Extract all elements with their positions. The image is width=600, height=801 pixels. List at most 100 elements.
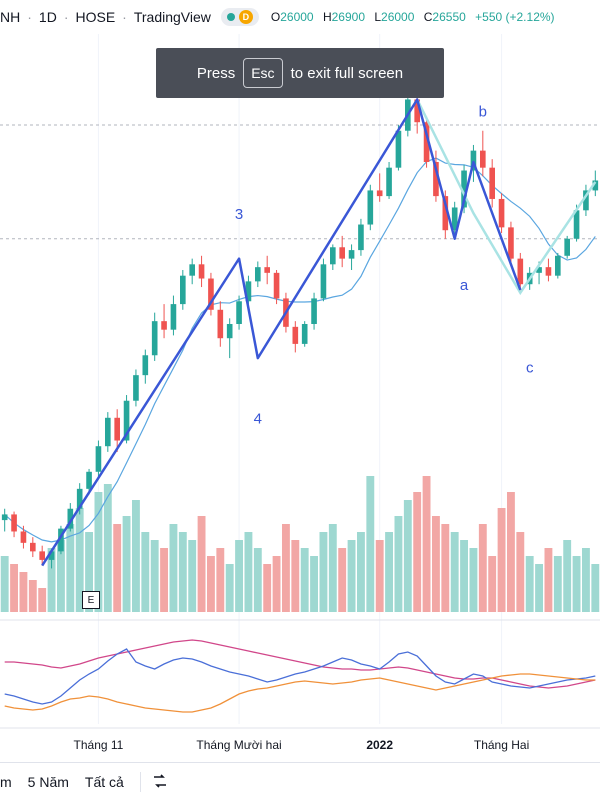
wave-label: b xyxy=(479,104,487,121)
candle-body xyxy=(30,542,36,552)
open-value: 26000 xyxy=(280,10,314,24)
x-tick-label: 2022 xyxy=(366,738,393,752)
volume-bar xyxy=(66,524,75,612)
candle-body xyxy=(451,207,458,231)
candle-body xyxy=(95,446,102,472)
candle-body xyxy=(498,198,505,228)
candle-body xyxy=(76,488,83,509)
volume-bar xyxy=(291,540,300,612)
volume-bar xyxy=(432,516,440,612)
volume-bar xyxy=(553,556,562,612)
range-partial[interactable]: m xyxy=(0,774,12,790)
separator-dot: · xyxy=(122,9,127,25)
candle-body xyxy=(292,326,299,344)
candle-body xyxy=(255,267,261,282)
volume-bar xyxy=(507,492,515,612)
high-value: 26900 xyxy=(331,10,365,24)
candle-body xyxy=(545,267,552,276)
candle-body xyxy=(39,551,45,560)
candle-body xyxy=(264,267,270,273)
earnings-event-badge[interactable]: E xyxy=(82,591,100,609)
volume-bar xyxy=(460,540,468,612)
volume-bar xyxy=(122,516,131,612)
candle-body xyxy=(198,264,205,279)
volume-bar xyxy=(235,540,243,612)
volume-bar xyxy=(591,564,600,612)
volume-bar xyxy=(525,556,534,612)
candle-body xyxy=(423,122,430,162)
oscillator-pink-line xyxy=(4,639,596,689)
oscillator-blue-line xyxy=(4,648,596,705)
interval-label[interactable]: 1D xyxy=(38,9,57,25)
volume-bar xyxy=(141,532,150,612)
candle-body xyxy=(1,514,8,521)
candle-body xyxy=(517,258,524,285)
candle-body xyxy=(433,162,439,197)
delayed-badge: D xyxy=(238,10,253,24)
candle-body xyxy=(170,304,177,330)
corrective-wave-line xyxy=(416,98,597,296)
volume-bar xyxy=(300,548,309,612)
volume-bar xyxy=(10,564,18,612)
candle-body xyxy=(358,224,364,251)
candle-body xyxy=(48,551,55,560)
volume-bar xyxy=(132,500,140,612)
volume-bar xyxy=(572,556,581,612)
volume-bar xyxy=(563,540,572,612)
oscillator-orange-line xyxy=(4,673,596,713)
volume-bar xyxy=(488,556,497,612)
candle-body xyxy=(555,255,561,276)
toast-suffix: to exit full screen xyxy=(290,64,404,82)
volume-bar xyxy=(75,508,84,612)
volume-bar xyxy=(413,492,422,612)
volume-bar xyxy=(225,564,234,612)
volume-bar xyxy=(150,540,159,612)
candle-body xyxy=(142,355,149,376)
candle-body xyxy=(339,247,345,259)
candle-body xyxy=(301,324,308,344)
candle-body xyxy=(245,281,252,302)
volume-bar xyxy=(366,476,375,612)
symbol-label[interactable]: NH xyxy=(0,9,21,25)
candle-body xyxy=(151,321,158,356)
market-open-icon xyxy=(226,13,235,21)
candle-body xyxy=(348,250,355,259)
x-tick-label: Tháng 11 xyxy=(74,738,124,752)
close-label: C xyxy=(423,10,433,24)
volume-bar xyxy=(263,564,272,612)
elliott-wave-line xyxy=(41,98,522,567)
range-5-years[interactable]: 5 Năm xyxy=(27,774,69,790)
candle-body xyxy=(189,264,195,276)
wave-label: a xyxy=(460,277,469,294)
volume-bar xyxy=(103,484,112,612)
candle-body xyxy=(376,190,383,197)
wave-label: c xyxy=(526,359,534,376)
compare-icon[interactable] xyxy=(151,772,169,793)
candle-body xyxy=(123,400,130,441)
candle-body xyxy=(367,190,374,225)
separator-dot: · xyxy=(27,9,32,25)
candle-body xyxy=(583,190,589,211)
volume-bar xyxy=(253,548,262,612)
candle-body xyxy=(86,471,92,489)
candle-body xyxy=(573,210,580,239)
volume-bar xyxy=(94,492,103,612)
volume-bar xyxy=(422,476,431,612)
candle-body xyxy=(414,99,420,123)
volume-bar xyxy=(85,532,93,612)
candle-body xyxy=(226,324,233,339)
volume-bar xyxy=(282,524,290,612)
volume-bar xyxy=(38,588,47,612)
volume-bar xyxy=(516,532,525,612)
volume-bar xyxy=(207,556,215,612)
candle-body xyxy=(11,514,17,532)
volume-bar xyxy=(178,532,187,612)
range-all[interactable]: Tất cả xyxy=(84,774,124,790)
market-status[interactable]: D xyxy=(220,8,259,26)
volume-bar xyxy=(478,524,487,612)
candle-body xyxy=(105,417,111,447)
x-tick-label: Tháng Hai xyxy=(474,738,529,752)
volume-bar xyxy=(357,532,365,612)
volume-bar xyxy=(47,548,56,612)
